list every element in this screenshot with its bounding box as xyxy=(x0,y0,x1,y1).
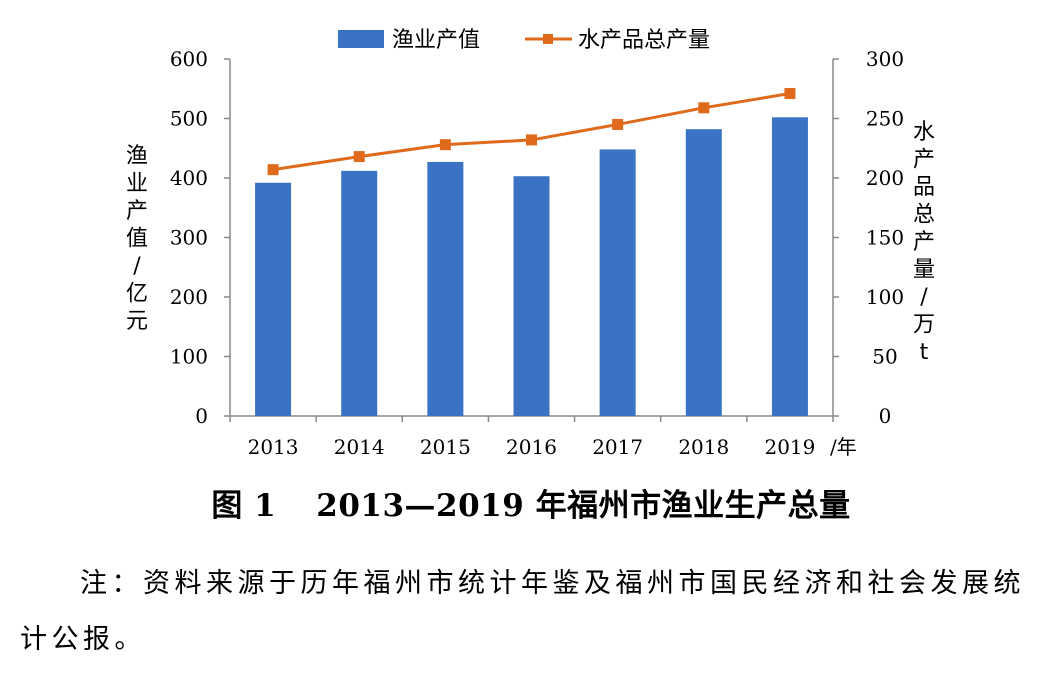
y-right-tick-label: 150 xyxy=(866,226,904,250)
y-right-tick-label: 100 xyxy=(866,285,904,309)
line-marker xyxy=(353,151,365,163)
right-axis-title-text: 水产品总产量/万 t xyxy=(913,120,935,365)
y-right-tick-label: 0 xyxy=(879,404,892,428)
left-axis-title-text: 渔业产值/亿元 xyxy=(126,144,148,334)
y-left-tick-label: 400 xyxy=(170,166,208,190)
y-left-tick-label: 600 xyxy=(170,47,208,71)
y-right-tick-label: 200 xyxy=(866,166,904,190)
y-right-tick-label: 250 xyxy=(866,107,904,131)
figure-caption: 图 1 2013—2019 年福州市渔业生产总量 xyxy=(0,480,1062,525)
legend-bar-label: 渔业产值 xyxy=(392,28,480,53)
x-tick-label: 2015 xyxy=(420,435,471,459)
x-tick-label: 2014 xyxy=(334,435,385,459)
bar xyxy=(427,161,464,416)
bar xyxy=(341,170,378,416)
line-marker xyxy=(439,139,451,151)
y-right-tick-label: 300 xyxy=(866,47,904,71)
y-left-tick-label: 500 xyxy=(170,107,208,131)
left-axis-title: 渔业产值/亿元 xyxy=(126,144,148,334)
line-marker xyxy=(526,134,537,146)
legend-line-marker xyxy=(543,34,553,44)
legend-bar-swatch xyxy=(338,30,384,48)
plot-area: 0 100 200 300 400 500 600 0 50 100 150 200 250 300 201… xyxy=(170,47,904,459)
x-tick-label: 2017 xyxy=(592,435,643,459)
bar xyxy=(771,117,808,416)
line-marker xyxy=(698,102,710,114)
bar xyxy=(685,129,722,416)
figure-title: 2013—2019 年福州市渔业生产总量 xyxy=(316,488,851,524)
figure-number: 图 1 xyxy=(211,488,277,524)
y-left-tick-label: 300 xyxy=(170,226,208,250)
legend-line-label: 水产品总产量 xyxy=(578,28,710,53)
line-marker xyxy=(784,88,796,100)
right-axis-title: 水产品总产量/万 t xyxy=(913,120,935,365)
bar xyxy=(255,182,292,416)
line-marker xyxy=(612,118,624,130)
source-note: 注：资料来源于历年福州市统计年鉴及福州市国民经济和社会发展统计公报。 xyxy=(20,568,1025,655)
bar xyxy=(513,176,550,416)
legend: 渔业产值 水产品总产量 xyxy=(338,28,710,53)
x-axis-unit: /年 xyxy=(830,435,857,459)
line-marker xyxy=(267,164,279,176)
x-tick-label: 2018 xyxy=(678,435,729,459)
y-left-tick-label: 100 xyxy=(170,345,208,369)
bar xyxy=(599,149,636,416)
x-tick-label: 2019 xyxy=(764,435,815,459)
chart: 渔业产值/亿元 水产品总产量/万 t 渔业产值 水产品总产量 0 100 200 300… xyxy=(126,28,935,459)
x-tick-label: 2013 xyxy=(248,435,299,459)
y-right-tick-label: 50 xyxy=(872,345,897,369)
y-left-tick-label: 0 xyxy=(195,404,208,428)
x-tick-label: 2016 xyxy=(506,435,557,459)
y-left-tick-label: 200 xyxy=(170,285,208,309)
